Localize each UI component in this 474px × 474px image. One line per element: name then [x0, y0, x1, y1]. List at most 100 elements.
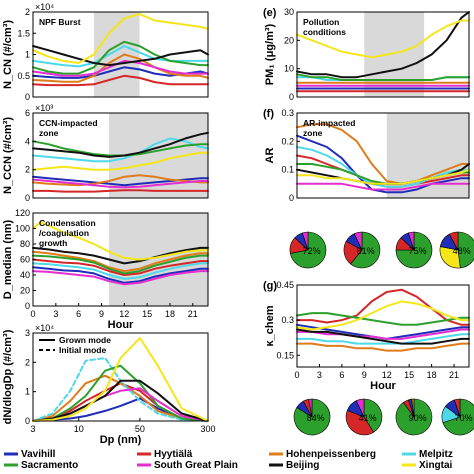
panel-annotation: CCN-impacted — [39, 118, 98, 128]
pie-label: 72% — [303, 246, 321, 256]
shaded-region — [364, 12, 425, 97]
y-tick-label: 1 — [25, 50, 30, 60]
y-tick-label: 2 — [25, 7, 30, 17]
series-line-southgreatplain — [32, 59, 209, 77]
y-axis-label: dN/dlogDp (#/cm³) — [2, 329, 14, 424]
series-line-xingtai — [32, 151, 209, 171]
pie-slice — [442, 398, 474, 436]
pie-chart-bottom: 70% — [441, 398, 474, 436]
series-line-hyytiala — [32, 189, 209, 193]
x-tick-label: 18 — [165, 309, 175, 319]
series-line-melpitz — [296, 333, 470, 345]
y-tick-label: 0 — [289, 193, 294, 203]
y-tick-label: 0 — [25, 193, 30, 203]
series-line-melpitz — [32, 357, 209, 422]
y-tick-label: 0.3 — [281, 108, 294, 118]
y-tick-label: 3 — [25, 328, 30, 338]
y-tick-label: 2 — [25, 165, 30, 175]
series-line-melpitz — [32, 137, 209, 163]
panel-annotation: growth — [39, 238, 67, 248]
y-tick-label: 0.15 — [276, 350, 294, 360]
x-tick-label: 15 — [142, 309, 152, 319]
series-line-vavihill — [32, 397, 209, 422]
y-tick-label: 20 — [20, 286, 30, 296]
series-line-hohenpeissenberg — [32, 250, 209, 273]
y-tick-label: 2 — [25, 357, 30, 367]
x-tick-label: 21 — [449, 370, 459, 380]
y-tick-label: 0.45 — [276, 280, 294, 290]
y-tick-label: 0 — [25, 301, 30, 311]
series-line-sacramento — [32, 364, 209, 422]
y-tick-label: 0 — [289, 92, 294, 102]
series-line-melpitz — [32, 45, 209, 68]
x-tick-label: 0 — [30, 309, 35, 319]
y-tick-label: 1 — [25, 387, 30, 397]
pie-chart-bottom: 90% — [395, 398, 433, 436]
x-tick-label: 3 — [317, 370, 322, 380]
legend-label: Initial mode — [59, 345, 107, 355]
panel-annotation: zone — [303, 128, 323, 138]
pie-chart-top: 48% — [439, 231, 474, 269]
y-tick-label: 30 — [284, 7, 294, 17]
pie-slice — [457, 231, 474, 269]
series-line-vavihill — [296, 134, 470, 194]
series-line-hohenpeissenberg — [296, 342, 470, 352]
pie-slice — [350, 231, 381, 269]
pie-slice — [408, 231, 415, 251]
series-line-southgreatplain — [32, 270, 209, 286]
x-tick-label: 10 — [74, 424, 84, 434]
pie-slice — [448, 231, 459, 251]
legend-item: Melpitz — [402, 449, 453, 460]
pie-slice — [345, 410, 375, 436]
y-tick-label: 80 — [20, 239, 30, 249]
series-line-beijing — [296, 11, 470, 79]
legend-label: Sacramento — [21, 460, 78, 471]
pie-slice — [302, 231, 309, 251]
series-line-melpitz — [296, 146, 470, 188]
panel-label: (g) — [263, 280, 277, 292]
series-line-xingtai — [32, 337, 209, 422]
axes-frame — [32, 332, 209, 422]
panel-label: (e) — [263, 7, 277, 19]
x-tick-label: 15 — [404, 370, 414, 380]
series-line-southgreatplain — [296, 328, 470, 340]
pie-chart-top: 72% — [289, 231, 327, 269]
y-tick-label: 60 — [20, 255, 30, 265]
panel-g: 0.15 0.3 0.45 0 3 6 9 12 15 18 21 Hour κ_chem (g) 72% 6… — [263, 231, 474, 436]
pie-slice — [454, 398, 461, 418]
legend-item: Sacramento — [4, 460, 78, 471]
x-axis-label: Hour — [370, 380, 396, 392]
pie-slice — [353, 231, 363, 251]
y-axis-label: AR — [264, 148, 276, 164]
x-tick-label: 6 — [76, 309, 81, 319]
axis-exponent: ×10⁴ — [35, 323, 54, 333]
x-tick-label: 300 — [200, 424, 215, 434]
x-tick-label: 9 — [362, 370, 367, 380]
series-line-xingtai — [32, 13, 209, 64]
y-axis-label: PM₁ (μg/m³) — [264, 23, 276, 85]
series-line-sacramento — [296, 73, 470, 81]
legend-label: South Great Plain — [154, 460, 238, 471]
legend-label: Beijing — [286, 460, 319, 471]
y-tick-label: 1.5 — [17, 28, 30, 38]
x-tick-label: 0 — [294, 370, 299, 380]
series-line-xingtai — [296, 300, 470, 331]
series-line-southgreatplain — [296, 182, 470, 191]
x-tick-label: 18 — [427, 370, 437, 380]
series-line-beijing — [32, 45, 209, 67]
x-tick-label: 9 — [99, 309, 104, 319]
legend-item: Vavihill — [4, 449, 56, 460]
panel-annotation: NPF Burst — [39, 17, 81, 27]
series-line-sacramento — [32, 254, 209, 275]
legend-label: Grown mode — [59, 335, 111, 345]
y-tick-label: 0 — [25, 92, 30, 102]
axis-exponent: ×10³ — [35, 103, 53, 113]
series-line-beijing — [296, 328, 470, 345]
x-tick-label: 3 — [30, 424, 35, 434]
axes-frame — [296, 284, 470, 368]
legend-item: South Great Plain — [137, 460, 238, 471]
pie-slice — [355, 398, 365, 418]
pie-chart-bottom: 84% — [293, 398, 331, 436]
